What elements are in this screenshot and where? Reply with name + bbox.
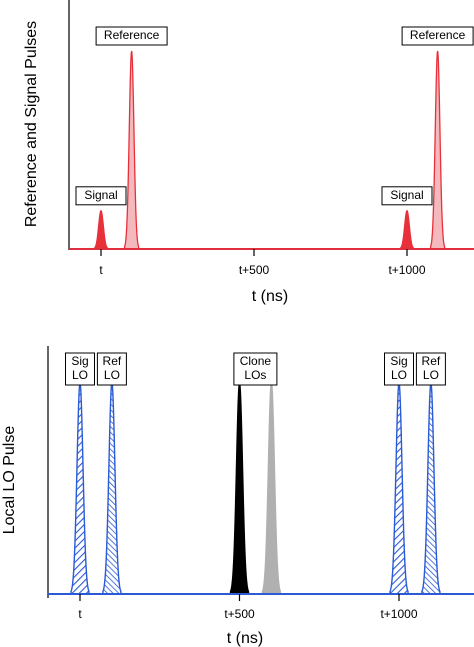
sig-lo-label-2-text: LO bbox=[391, 368, 407, 382]
clone-los-pulse-2 bbox=[261, 382, 282, 595]
pulse-layer-bottom bbox=[70, 382, 441, 595]
signal-pulse-2 bbox=[399, 209, 415, 250]
sig-lo-pulse-2 bbox=[389, 382, 409, 595]
x-tick-label-top-2: t+500 bbox=[239, 263, 270, 277]
signal-label-2-text: Signal bbox=[390, 188, 423, 202]
sig-lo-pulse-1 bbox=[70, 382, 90, 595]
signal-label-1-text: Signal bbox=[84, 188, 117, 202]
x-ticks-top: t t+500 t+1000 bbox=[99, 249, 426, 277]
signal-label-2: Signal bbox=[381, 186, 433, 206]
x-tick-label-bottom-1: t bbox=[78, 607, 82, 621]
y-axis-label-bottom: Local LO Pulse bbox=[1, 426, 18, 535]
ref-lo-label-1-text: Ref bbox=[103, 354, 122, 368]
sig-lo-label-2-text: Sig bbox=[390, 354, 407, 368]
ref-lo-label-1-text: LO bbox=[104, 368, 120, 382]
x-tick-label-top-3: t+1000 bbox=[388, 263, 425, 277]
x-tick-label-bottom-3: t+1000 bbox=[380, 607, 417, 621]
x-tick-label-bottom-2: t+500 bbox=[224, 607, 255, 621]
y-axis-label-top: Reference and Signal Pulses bbox=[23, 21, 40, 227]
reference-label-1: Reference bbox=[95, 26, 168, 46]
signal-label-1: Signal bbox=[75, 186, 127, 206]
clone-los-label-1-text: LOs bbox=[244, 368, 266, 382]
ref-lo-pulse-1 bbox=[102, 382, 122, 595]
ref-lo-pulse-2 bbox=[421, 382, 441, 595]
ref-lo-label-2-text: LO bbox=[423, 368, 439, 382]
x-tick-label-top-1: t bbox=[99, 263, 103, 277]
x-ticks-bottom: t t+500 t+1000 bbox=[78, 594, 418, 621]
pulse-layer-top bbox=[93, 50, 446, 250]
ref-lo-label-2-text: Ref bbox=[422, 354, 441, 368]
clone-los-label-1-text: Clone bbox=[240, 354, 272, 368]
reference-label-2: Reference bbox=[401, 26, 474, 46]
signal-pulse-1 bbox=[93, 209, 109, 250]
reference-pulse-1 bbox=[123, 50, 140, 250]
pulse-labels-top: Signal Signal Reference Reference bbox=[75, 26, 474, 206]
clone-los-pulse-1 bbox=[229, 382, 250, 595]
x-axis-label-bottom: t (ns) bbox=[227, 630, 263, 647]
reference-pulse-2 bbox=[429, 50, 446, 250]
reference-label-2-text: Reference bbox=[410, 28, 466, 42]
reference-signal-chart: t t+500 t+1000 Signal Signal Reference Refere… bbox=[23, 0, 474, 305]
reference-label-1-text: Reference bbox=[104, 28, 160, 42]
x-axis-label-top: t (ns) bbox=[252, 288, 288, 305]
local-lo-chart: t t+500 t+1000 SigLOSigLORefLORefLOCloneLO… bbox=[1, 346, 474, 647]
sig-lo-label-1-text: Sig bbox=[71, 354, 88, 368]
sig-lo-label-1-text: LO bbox=[72, 368, 88, 382]
